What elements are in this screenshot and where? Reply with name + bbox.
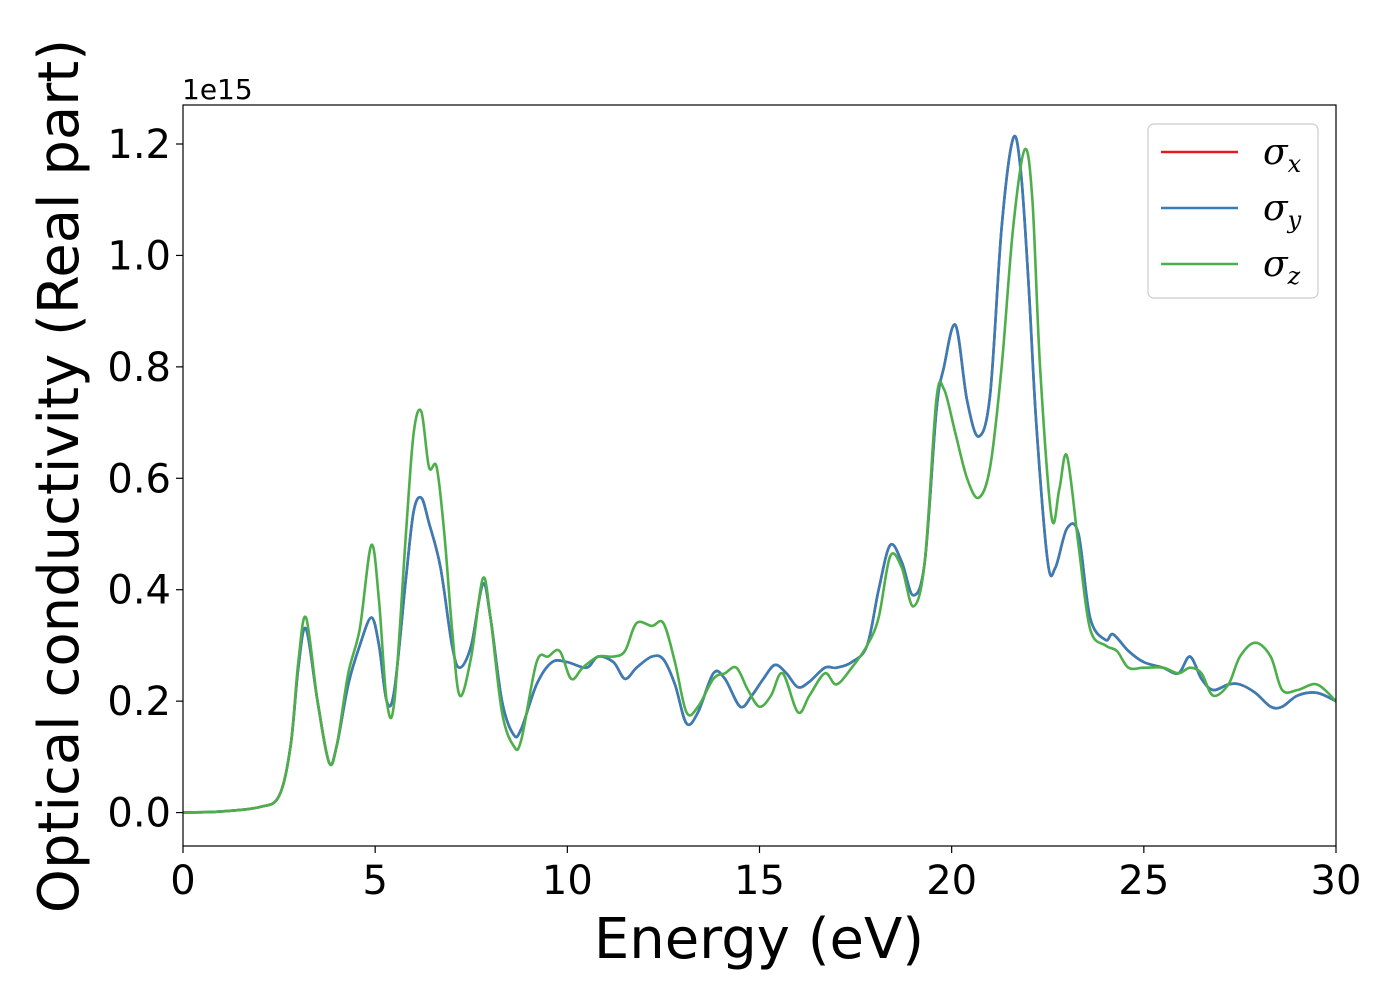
x-tick-label: 20: [926, 858, 977, 904]
series-line-z: [183, 147, 1336, 814]
legend: σx σy σz: [1147, 123, 1319, 299]
y-tick-label: 0.6: [107, 456, 171, 502]
y-tick-label: 1.2: [107, 122, 171, 168]
x-tick-label: 25: [1118, 858, 1169, 904]
legend-box: [1147, 123, 1319, 299]
y-tick-label: 0.4: [107, 568, 171, 614]
x-tick-label: 10: [542, 858, 593, 904]
x-tick-label: 30: [1311, 858, 1362, 904]
x-tick-label: 0: [170, 858, 195, 904]
series-layer: [183, 134, 1336, 814]
y-tick-label: 0.0: [107, 791, 171, 837]
y-axis-title: Optical conductivity (Real part): [27, 39, 92, 913]
x-axis-title: Energy (eV): [594, 907, 924, 972]
legend-label-y: σy: [1263, 188, 1302, 234]
y-axis-offset-text: 1e15: [182, 73, 253, 106]
y-tick-label: 0.8: [107, 345, 171, 391]
y-tick-label: 0.2: [107, 679, 171, 725]
x-tick-label: 5: [362, 858, 387, 904]
legend-label-z: σz: [1263, 244, 1301, 290]
x-tick-label: 15: [734, 858, 785, 904]
legend-label-x: σx: [1263, 132, 1302, 178]
y-axis-ticks: 0.0 0.2 0.4 0.6 0.8 1.0 1.2: [107, 122, 183, 837]
x-axis-ticks: 0 5 10 15 20 25 30: [170, 846, 1361, 904]
y-tick-label: 1.0: [107, 233, 171, 279]
